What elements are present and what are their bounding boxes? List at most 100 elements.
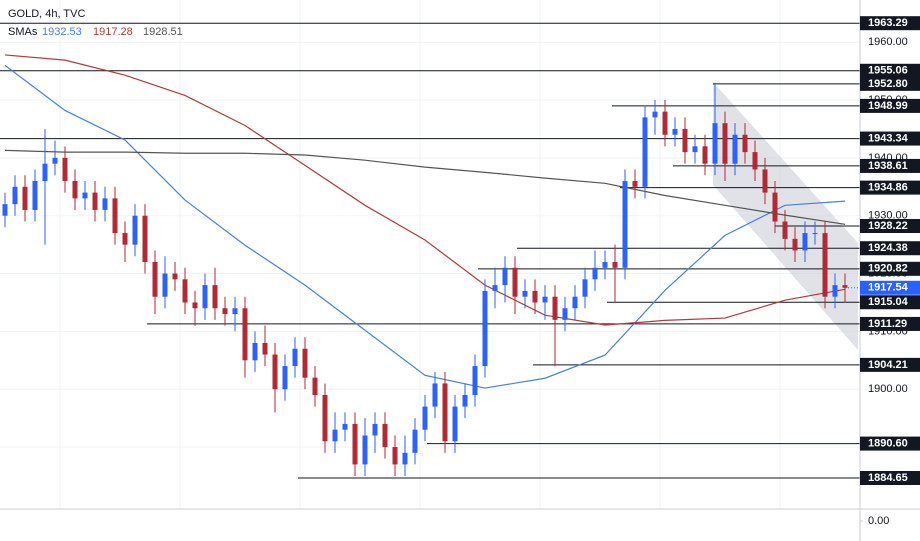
y-tick-label: 1960.00 <box>868 36 908 48</box>
candle-body <box>722 123 728 164</box>
candle-body <box>172 273 178 280</box>
candle-body <box>82 192 88 199</box>
candle-body <box>492 285 498 291</box>
candle-body <box>352 423 358 465</box>
candle-body <box>502 267 508 286</box>
candle-body <box>572 296 578 309</box>
candle-body <box>192 302 198 309</box>
level-label-box <box>860 261 920 276</box>
candle-body <box>792 238 798 251</box>
candle-body <box>632 181 638 187</box>
level-label-box <box>860 219 920 234</box>
candle-body <box>152 261 158 297</box>
candle-body <box>72 181 78 199</box>
candle-body <box>762 169 768 193</box>
candle-body <box>182 279 188 303</box>
candle-body <box>822 233 828 297</box>
level-label-box <box>860 357 920 372</box>
candle-body <box>262 342 268 355</box>
candle-body <box>132 215 138 245</box>
candle-body <box>582 279 588 297</box>
symbol-title: GOLD, 4h, TVC <box>8 8 85 20</box>
candle-body <box>452 406 458 442</box>
level-label-box <box>860 316 920 331</box>
candle-body <box>42 163 48 182</box>
candle-body <box>742 134 748 153</box>
candle-body <box>32 181 38 210</box>
candle-body <box>402 452 408 465</box>
level-label: 1934.86 <box>868 182 908 194</box>
candle-body <box>432 383 438 407</box>
candle-body <box>202 285 208 309</box>
candle-body <box>662 111 668 135</box>
level-label: 1938.61 <box>868 160 908 172</box>
candle-body <box>2 204 8 216</box>
candle-body <box>652 111 658 118</box>
indicator-label: SMAs <box>8 26 38 38</box>
candle-body <box>122 233 128 245</box>
level-label: 1963.29 <box>868 17 908 29</box>
candle-body <box>292 348 298 367</box>
candle-body <box>712 123 718 164</box>
candle-body <box>312 377 318 396</box>
grid <box>0 0 860 509</box>
candle-body <box>622 181 628 268</box>
y-tick-label: 1930.00 <box>868 210 908 222</box>
sma-line <box>4 149 846 225</box>
level-label-box <box>860 436 920 451</box>
candle-body <box>12 186 18 205</box>
level-label: 1928.22 <box>868 220 908 232</box>
level-label: 1884.65 <box>868 472 908 484</box>
candle-body <box>542 296 548 303</box>
level-label: 1920.82 <box>868 263 908 275</box>
level-label: 1890.60 <box>868 437 908 449</box>
candle-body <box>842 285 848 288</box>
candle-body <box>222 308 228 315</box>
level-label-box <box>860 98 920 113</box>
candle-body <box>102 198 108 210</box>
candle-body <box>362 435 368 465</box>
level-label: 1952.80 <box>868 78 908 90</box>
level-label: 1948.99 <box>868 100 908 112</box>
level-label-box <box>860 16 920 31</box>
candle-body <box>142 215 148 262</box>
candle-body <box>772 192 778 222</box>
candle-body <box>62 157 68 182</box>
candle-body <box>612 261 618 268</box>
candle-body <box>442 383 448 442</box>
candle-body <box>602 261 608 268</box>
candle-body <box>302 348 308 378</box>
candle-body <box>702 146 708 164</box>
candle-body <box>52 157 58 164</box>
level-label: 1943.34 <box>868 132 909 144</box>
level-label-box <box>860 295 920 310</box>
last-price-label: 1917.54 <box>868 282 909 294</box>
candle-body <box>562 308 568 320</box>
candle-body <box>162 273 168 297</box>
candle-body <box>112 198 118 234</box>
candle-body <box>282 366 288 390</box>
candle-body <box>412 429 418 453</box>
sma-line <box>4 54 846 326</box>
candle-body <box>92 192 98 210</box>
price-axis: 1960.001950.001940.001930.001920.001910.… <box>860 16 920 527</box>
candle-body <box>592 267 598 280</box>
level-label-box <box>860 158 920 173</box>
candle-body <box>372 423 378 436</box>
candle-body <box>802 233 808 251</box>
candle-body <box>672 128 678 135</box>
candle-body <box>522 290 528 297</box>
candle-body <box>532 290 538 303</box>
level-label-box <box>860 180 920 195</box>
level-label-box <box>860 131 920 146</box>
last-price-box <box>860 280 920 295</box>
level-label-box <box>860 241 920 256</box>
level-label-box <box>860 63 920 78</box>
candle-body <box>732 134 738 164</box>
y-tick-label: 1900.00 <box>868 383 908 395</box>
candle-body <box>422 406 428 430</box>
candle-body <box>272 354 278 390</box>
level-label-box <box>860 470 920 485</box>
